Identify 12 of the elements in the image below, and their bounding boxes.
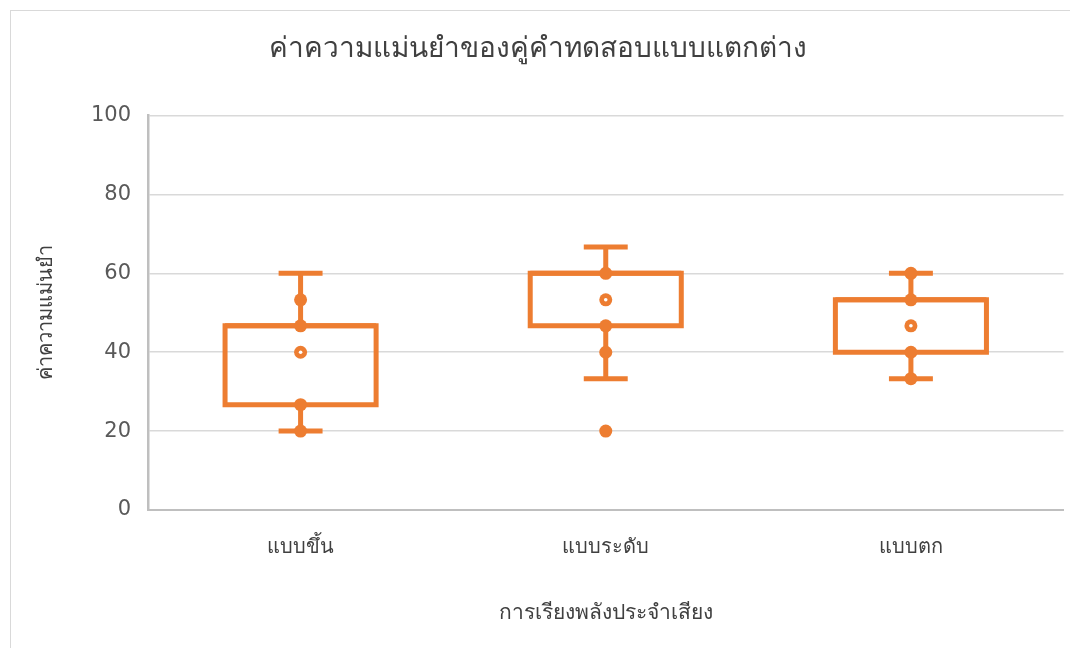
y-axis-title: ค่าความแม่นยำ (33, 245, 58, 381)
y-tick-label: 80 (104, 180, 131, 205)
x-axis-title: การเรียงพลังประจำเสียง (498, 599, 713, 624)
x-tick-label: แบบระดับ (562, 534, 650, 559)
y-tick-label: 0 (117, 496, 131, 521)
chart-title: ค่าความแม่นยำของคู่คำทดสอบแบบแตกต่าง (268, 31, 807, 66)
y-tick-label: 100 (90, 102, 131, 127)
y-tick-label: 60 (104, 259, 131, 284)
y-tick-label: 20 (104, 417, 131, 442)
x-tick-label: แบบตก (878, 534, 943, 559)
y-tick-label: 40 (104, 338, 131, 363)
x-tick-label: แบบขึ้น (267, 532, 335, 559)
